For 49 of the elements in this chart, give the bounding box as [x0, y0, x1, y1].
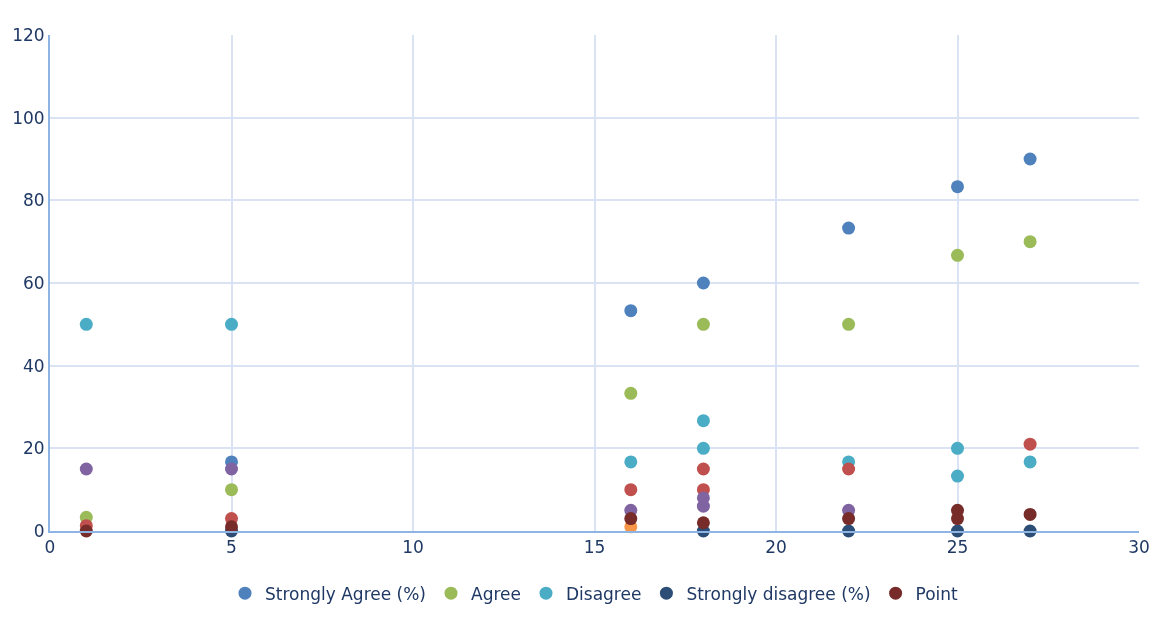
- point: [624, 455, 638, 469]
- point: [79, 462, 93, 476]
- x-tick-label: 30: [1128, 537, 1150, 558]
- point: [696, 441, 710, 455]
- legend-label: Strongly disagree (%): [686, 583, 871, 604]
- point: [842, 512, 856, 526]
- point: [696, 414, 710, 428]
- point: [1023, 152, 1037, 166]
- point: [951, 512, 964, 526]
- x-tick-label: 15: [583, 537, 606, 558]
- point: [1023, 235, 1037, 249]
- point: [225, 483, 238, 497]
- x-tick-label: 20: [765, 537, 787, 558]
- point: [951, 248, 964, 262]
- point: [1023, 437, 1037, 451]
- y-tick-label: 80: [22, 190, 45, 211]
- legend-label: Point: [915, 583, 959, 604]
- point: [624, 483, 638, 497]
- point: [624, 386, 638, 400]
- point: [842, 317, 856, 331]
- point: [842, 462, 856, 476]
- point: [951, 441, 964, 455]
- x-tick-label: 25: [946, 537, 969, 558]
- point: [951, 469, 964, 483]
- point: [951, 180, 964, 194]
- point: [696, 317, 710, 331]
- point: [696, 516, 710, 530]
- y-tick-label: 120: [12, 24, 45, 45]
- point: [696, 462, 710, 476]
- legend-label: Strongly Agree (%): [265, 583, 427, 604]
- x-tick-label: 5: [226, 537, 237, 558]
- legend-label: Disagree: [565, 583, 642, 604]
- y-tick-label: 0: [33, 520, 45, 541]
- point: [624, 512, 638, 526]
- point: [225, 317, 238, 331]
- legend-label: Agree: [471, 583, 521, 604]
- y-tick-label: 60: [22, 272, 45, 293]
- point: [624, 304, 638, 318]
- y-tick-label: 20: [22, 438, 45, 459]
- y-tick-label: 100: [12, 107, 45, 128]
- point: [79, 317, 93, 331]
- point: [225, 462, 238, 476]
- point: [1023, 507, 1037, 521]
- point: [696, 276, 710, 290]
- point: [842, 221, 856, 235]
- point: [696, 499, 710, 513]
- x-tick-label: 10: [402, 537, 424, 558]
- point: [1023, 455, 1037, 469]
- y-tick-label: 40: [22, 355, 45, 376]
